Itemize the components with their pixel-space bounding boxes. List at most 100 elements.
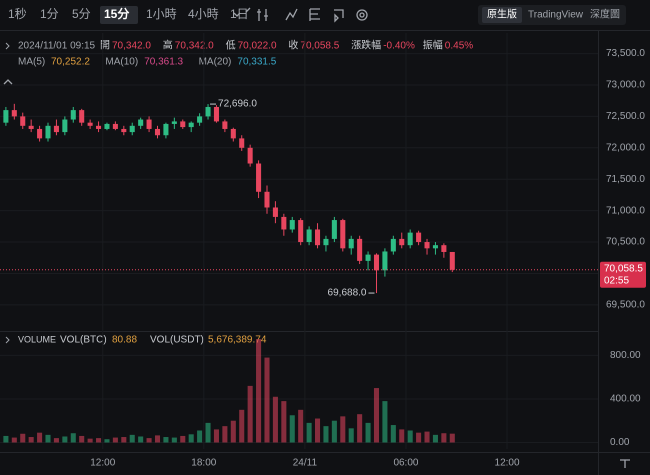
vol-tick-label: 800.00 [610, 350, 641, 361]
volume-bar [163, 437, 169, 443]
volume-bar [416, 432, 422, 443]
interval-button[interactable]: 1秒 [8, 7, 27, 21]
volume-bar [28, 437, 34, 443]
candle-body [416, 232, 422, 243]
candle-body [37, 128, 43, 139]
volume-bar [449, 433, 455, 443]
y-tick-label: 73,000.0 [606, 80, 645, 91]
draw-icon[interactable] [309, 8, 320, 21]
candle-body [264, 191, 270, 208]
candle-body [28, 125, 34, 129]
volume-bar [432, 434, 438, 443]
volume-bar [222, 426, 228, 443]
x-tick-label: 12:00 [90, 458, 115, 469]
time-axis-toggle[interactable] [620, 459, 630, 468]
candle-body [382, 251, 388, 271]
candle-body [129, 125, 135, 133]
candle-body [45, 125, 51, 139]
ma-label: MA(5) [18, 57, 45, 68]
volume-bar [121, 437, 127, 443]
candle-body [96, 125, 102, 129]
volume-bar [365, 422, 371, 443]
info-label: 振幅 [423, 39, 443, 52]
candle-body [365, 254, 371, 261]
volume-bar [281, 401, 287, 443]
ma-label: MA(20) [199, 57, 232, 68]
view-button[interactable]: 原生版 [487, 8, 517, 21]
settings-icon-core[interactable] [359, 12, 365, 18]
volume-bar [20, 433, 26, 443]
info-value: 70,022.0 [238, 41, 277, 52]
volume-bar [154, 435, 161, 443]
candle-body [11, 110, 17, 117]
candle-body [340, 220, 346, 249]
indicator-icon[interactable] [285, 8, 298, 21]
volume-bar [424, 431, 430, 443]
interval-button[interactable]: 5分 [72, 7, 91, 21]
x-tick-label: 12:00 [495, 458, 520, 469]
candle-body [390, 238, 396, 252]
volume-bar [399, 429, 405, 443]
interval-button[interactable]: 4小時 [188, 7, 219, 21]
x-tick-label: 06:00 [393, 458, 418, 469]
candle-body [424, 242, 430, 249]
volume-bar [441, 433, 447, 443]
bar-time: 2024/11/01 09:15 [18, 41, 96, 52]
volume-bar [188, 434, 194, 443]
volume-title: VOLUME [18, 334, 56, 344]
interval-button[interactable]: 1分 [40, 7, 59, 21]
collapse-button[interactable] [3, 79, 13, 85]
info-value: 70,058.5 [300, 41, 339, 52]
candle-body [62, 119, 68, 133]
candle-body [272, 207, 278, 217]
ma-value: 70,331.5 [237, 57, 276, 68]
chevron[interactable] [233, 12, 241, 17]
volume-bar [247, 385, 253, 443]
candle-body [121, 128, 127, 133]
candle-body [146, 119, 152, 129]
ma-value: 70,252.2 [51, 57, 90, 68]
candle-body [213, 106, 219, 122]
candle-body [79, 110, 85, 123]
candle-body [449, 251, 455, 270]
volume-bar [323, 426, 329, 443]
info-label: 漲跌幅 [351, 39, 381, 52]
candle-body [256, 163, 262, 192]
vol-tick-label: 0.00 [610, 437, 630, 448]
volume-bar [256, 339, 262, 443]
volume-bar [205, 422, 211, 443]
candle-body [298, 220, 304, 243]
interval-button[interactable]: 1日 [230, 7, 249, 21]
settings-icon[interactable] [356, 9, 368, 21]
volume-bar [289, 415, 295, 443]
candle-body [407, 232, 413, 246]
candle-body [373, 254, 380, 271]
interval-button[interactable]: 15分 [104, 6, 129, 21]
volume-bar [230, 420, 236, 443]
volume-bar [390, 425, 396, 443]
candle-body [104, 123, 110, 129]
min-marker-label: 69,688.0 [328, 288, 367, 299]
active-interval-bg [100, 6, 138, 24]
info-label: 低 [226, 39, 236, 52]
info-value: -0.40% [383, 41, 415, 52]
candle-icon[interactable] [257, 9, 268, 21]
candle-body [222, 121, 228, 129]
y-tick-label: 70,500.0 [606, 237, 645, 248]
volume-bar [213, 429, 219, 443]
x-tick-label: 24/11 [293, 458, 318, 469]
volume-bar [272, 396, 278, 443]
volume-bar [197, 430, 203, 443]
dropdown-icon[interactable] [245, 7, 251, 13]
info-value: 70,342.0 [112, 41, 151, 52]
volume-bar [53, 438, 59, 443]
view-button[interactable]: 深度圖 [590, 8, 620, 21]
candle-body [138, 119, 144, 126]
volume-bar [382, 401, 388, 443]
layout-icon[interactable] [334, 9, 344, 23]
info-label: 收 [288, 39, 298, 52]
interval-button[interactable]: 1小時 [146, 7, 177, 21]
candle-body [399, 238, 405, 246]
view-button[interactable]: TradingView [528, 10, 584, 21]
toolbar-icons[interactable] [3, 7, 630, 468]
